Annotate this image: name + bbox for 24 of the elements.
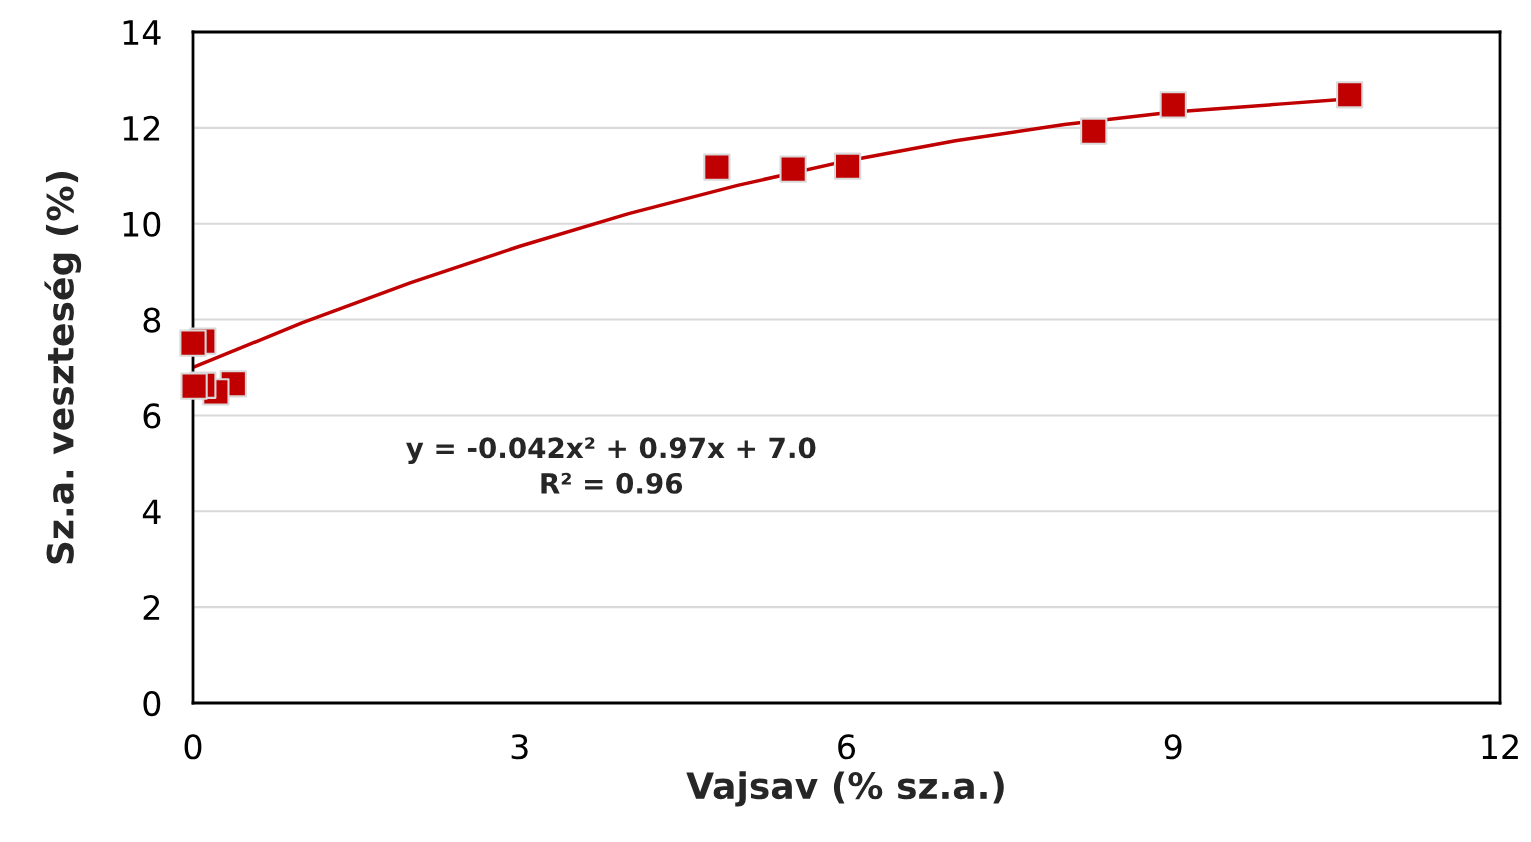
y-tick-label: 14 xyxy=(123,20,161,45)
point xyxy=(779,155,807,183)
y-tick-label: 0 xyxy=(143,690,161,717)
y-axis-title: Sz.a. veszteség (%) xyxy=(44,171,82,564)
y-tick-label: 4 xyxy=(142,499,161,524)
point xyxy=(833,152,862,180)
y-tick-label: 12 xyxy=(123,115,160,141)
x-tick-label: 9 xyxy=(1164,734,1182,760)
point xyxy=(179,329,207,357)
point xyxy=(180,372,208,400)
y-tick-label: 6 xyxy=(143,403,161,429)
annotation: y = -0.042x² + 0.97x + 7.0 R² = 0.96 xyxy=(406,437,816,494)
point xyxy=(1336,81,1364,109)
x-axis-title: Vajsav (% sz.a.) xyxy=(686,771,1004,807)
y-tick-label: 8 xyxy=(143,307,161,333)
x-tick-label: 6 xyxy=(838,734,856,760)
point xyxy=(703,153,731,181)
x-tick-label: 12 xyxy=(1482,734,1518,759)
point xyxy=(1080,117,1108,145)
x-tick-label: 0 xyxy=(184,734,202,760)
point xyxy=(1159,91,1187,119)
y-tick-label: 2 xyxy=(143,595,160,620)
x-tick-label: 3 xyxy=(511,734,528,760)
y-tick-label: 10 xyxy=(123,211,161,237)
